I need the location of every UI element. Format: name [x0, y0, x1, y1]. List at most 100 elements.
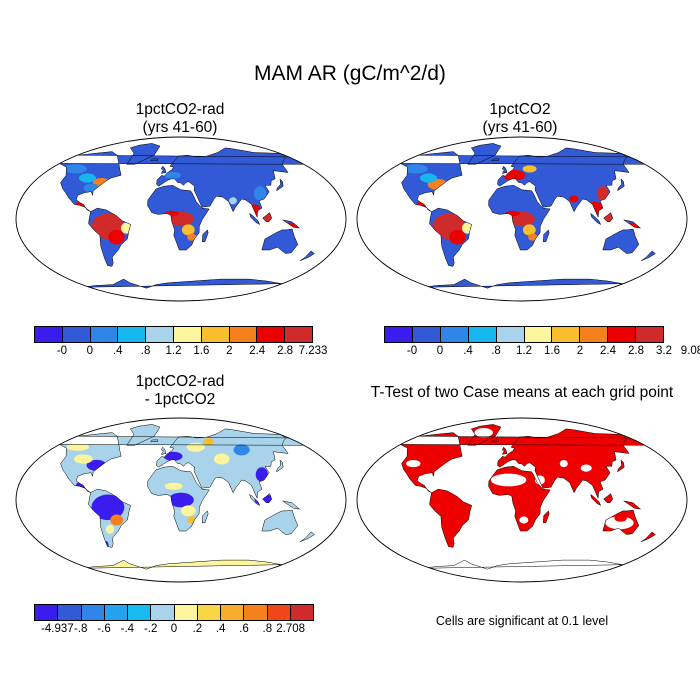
colorbar-tick-label: -.4 — [120, 623, 135, 635]
field-patch — [108, 229, 125, 245]
field-patch — [614, 514, 627, 522]
colorbar-tick-label: -.8 — [73, 623, 88, 635]
coastline-australia — [602, 509, 640, 535]
panel-title-line1: 1pctCO2 — [489, 101, 551, 118]
field-patch — [586, 201, 603, 215]
colorbar-tick-label: .8 — [491, 345, 501, 357]
field-patch — [213, 453, 230, 465]
map-difference — [15, 417, 347, 583]
colorbar-tick-label: .2 — [192, 623, 203, 635]
panel-title-ttest: T-Test of two Case means at each grid po… — [352, 384, 692, 402]
coastline-southAmerica — [429, 207, 473, 267]
colorbar-tick-label: -.2 — [143, 623, 158, 635]
coastline-newZealand — [299, 250, 315, 262]
colorbar-swatch — [244, 605, 268, 620]
field-patch — [474, 428, 493, 438]
colorbar-swatch — [412, 327, 441, 342]
coastline-antarctica — [81, 559, 283, 582]
coastline-eurasia — [156, 428, 289, 500]
colorbar-tick-label: .4 — [215, 623, 226, 635]
colorbar-swatch — [58, 605, 82, 620]
field-patch — [229, 197, 237, 205]
colorbar-tick-label: -0 — [406, 345, 418, 357]
map-1pctco2 — [356, 136, 688, 302]
panel-title-line2: - 1pctCO2 — [144, 391, 216, 408]
coastline-eurasia — [497, 428, 630, 500]
colorbar-swatch — [385, 327, 413, 342]
coastline-iceland — [149, 439, 159, 442]
colorbar-swatch — [174, 605, 198, 620]
field-patch — [66, 443, 89, 451]
colorbar-tick-label: 2.708 — [276, 623, 306, 635]
colorbar-swatch — [221, 605, 245, 620]
coastline-sumatra — [590, 493, 602, 507]
colorbar-tick-label: -4.937 — [41, 623, 74, 635]
colorbar-tick-label: .4 — [112, 345, 123, 357]
coastline-newGuinea — [282, 500, 301, 510]
coastline-borneo — [262, 212, 272, 222]
colorbar-tick-label: 0 — [86, 345, 93, 357]
colorbar-swatch — [468, 327, 497, 342]
colorbar-swatch — [173, 327, 202, 342]
colorbar-swatch — [118, 327, 147, 342]
colorbar-tick-label: 9.08 — [680, 345, 700, 357]
colorbar-tick-label: 2 — [226, 345, 233, 357]
coastline-newZealand — [640, 531, 656, 543]
coastline-greenland — [126, 143, 161, 165]
field-patch — [180, 505, 196, 517]
field-patch — [187, 516, 197, 524]
coastline-iceland — [490, 439, 500, 442]
coastline-borneo — [603, 212, 613, 222]
field-patch — [91, 494, 125, 521]
colorbar-swatch — [267, 605, 291, 620]
colorbar-swatch — [197, 605, 221, 620]
colorbar-swatch — [35, 605, 59, 620]
coastline-japan — [617, 459, 625, 473]
panel-title-line1: T-Test of two Case means at each grid po… — [370, 384, 674, 401]
coastline-australia — [602, 228, 640, 254]
coastline-japan — [276, 178, 284, 192]
field-patch — [203, 438, 214, 446]
colorbar-swatch — [552, 327, 581, 342]
colorbar-tick-label: 2.4 — [600, 345, 616, 357]
coastline-northAmerica — [59, 151, 309, 212]
map-outline — [356, 417, 688, 583]
coastline-sumatra — [249, 212, 261, 226]
field-patch — [522, 165, 537, 173]
field-patch — [257, 213, 279, 225]
colorbar-tick-label: 7.233 — [298, 345, 328, 357]
coastline-madagascar — [543, 510, 550, 524]
map-1pctco2-rad — [15, 136, 347, 302]
panel-title-difference: 1pctCO2-rad - 1pctCO2 — [80, 373, 280, 409]
field-patch — [449, 229, 466, 245]
coastline-australia — [261, 509, 299, 535]
page-title: MAM AR (gC/m^2/d) — [254, 62, 446, 85]
colorbar-swatch — [90, 327, 119, 342]
field-patch — [522, 224, 536, 236]
colorbar-tick-label: 3.2 — [656, 345, 672, 357]
field-patch — [74, 454, 93, 464]
colorbar-swatch — [636, 327, 664, 342]
colorbar-swatch — [580, 327, 609, 342]
field-patch — [266, 516, 291, 530]
coastline-newZealand — [640, 250, 656, 262]
field-patch — [559, 460, 568, 468]
coastline-sumatra — [249, 493, 261, 507]
colorbar-tick-label: 1.2 — [165, 345, 182, 357]
field-patch — [165, 171, 181, 179]
colorbar-tick-label: 0 — [170, 623, 178, 635]
coastline-iceland — [490, 158, 500, 161]
coastline-northAmerica — [400, 432, 650, 493]
colorbar-tick-label: -.6 — [97, 623, 111, 635]
coastline-newGuinea — [282, 219, 301, 229]
coastline-antarctica — [422, 559, 624, 582]
coastline-newGuinea — [623, 219, 642, 229]
coastline-africa — [147, 466, 210, 532]
field-patch — [605, 516, 634, 530]
field-patch — [283, 222, 299, 230]
coastline-madagascar — [202, 510, 209, 524]
field-patch — [164, 482, 183, 490]
field-patch — [534, 475, 545, 485]
colorbar-swatch — [524, 327, 553, 342]
colorbar-tick-label: 1.6 — [193, 345, 210, 357]
